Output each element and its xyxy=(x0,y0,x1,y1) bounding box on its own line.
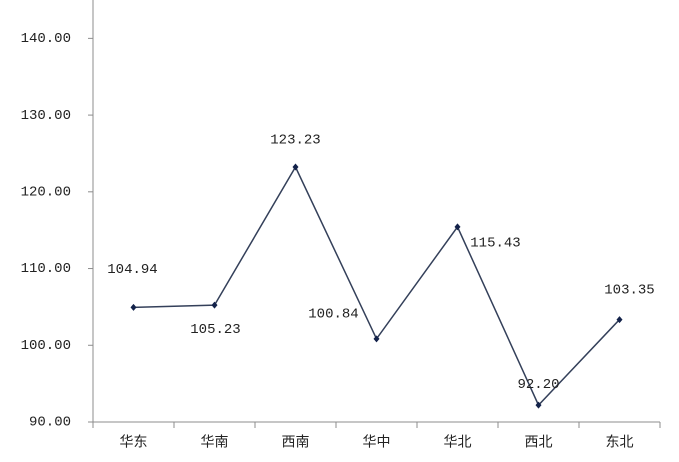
y-tick-label: 90.00 xyxy=(29,415,71,431)
y-tick-label: 140.00 xyxy=(21,31,71,47)
marker xyxy=(130,303,137,311)
x-tick-label: 华中 xyxy=(363,435,391,452)
marker xyxy=(454,223,461,231)
data-label: 104.94 xyxy=(107,262,157,278)
y-tick-label: 130.00 xyxy=(21,108,71,124)
data-label: 123.23 xyxy=(270,133,320,149)
x-tick-label: 东北 xyxy=(606,435,634,452)
y-tick-label: 120.00 xyxy=(21,185,71,201)
x-tick-label: 西南 xyxy=(282,435,310,452)
marker xyxy=(292,163,299,171)
data-label: 115.43 xyxy=(470,236,520,252)
marker xyxy=(616,316,623,324)
y-tick-label: 110.00 xyxy=(21,261,71,277)
x-tick-label: 华东 xyxy=(120,435,148,452)
x-tick-label: 华南 xyxy=(201,435,229,452)
x-tick-label: 华北 xyxy=(444,435,472,452)
data-label: 105.23 xyxy=(190,322,240,338)
marker xyxy=(373,335,380,343)
data-label: 92.20 xyxy=(517,377,559,393)
marker xyxy=(535,401,542,409)
line xyxy=(133,165,621,407)
marker xyxy=(211,301,218,309)
y-tick-label: 100.00 xyxy=(21,338,71,354)
data-label: 100.84 xyxy=(308,307,358,323)
data-label: 103.35 xyxy=(604,282,654,298)
x-tick-label: 西北 xyxy=(525,435,553,452)
